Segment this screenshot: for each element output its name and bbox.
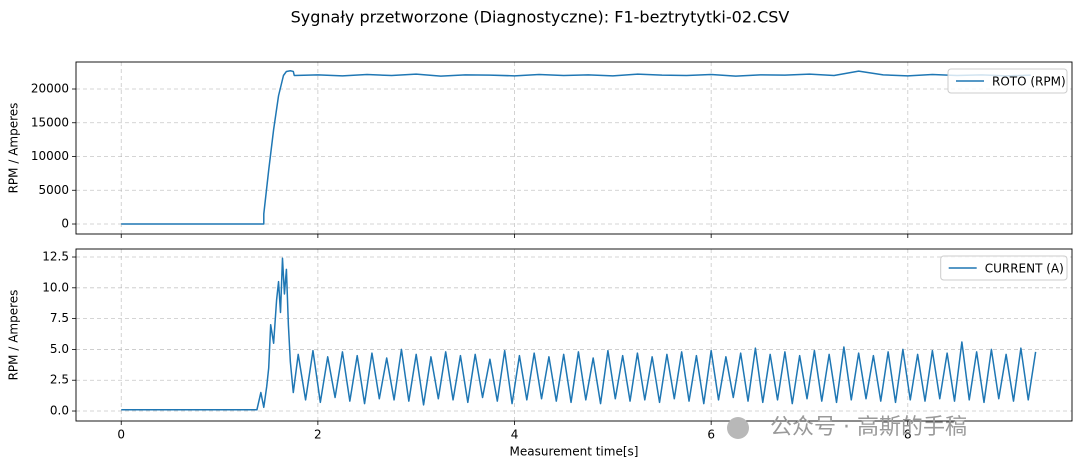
axes-frame: [75, 61, 1073, 235]
y-tick-label: 0.0: [50, 404, 69, 418]
figure-title: Sygnały przetworzone (Diagnostyczne): F1…: [291, 8, 790, 27]
x-tick-label: 2: [314, 428, 322, 442]
y-tick-label: 10.0: [42, 280, 69, 294]
y-tick-label: 12.5: [42, 250, 69, 264]
y-tick-label: 20000: [31, 82, 69, 96]
y-tick-label: 2.5: [50, 373, 69, 387]
legend-label: CURRENT (A): [985, 262, 1064, 276]
x-tick-label: 0: [117, 428, 125, 442]
legend-box: [947, 68, 1068, 94]
y-tick-label: 7.5: [50, 311, 69, 325]
x-tick-label: 6: [707, 428, 715, 442]
axes-frame: [75, 248, 1073, 422]
data-line: [121, 70, 1031, 225]
watermark-icon: [727, 417, 749, 439]
y-tick-label: 10000: [31, 149, 69, 163]
y-axis-label: RPM / Amperes: [7, 103, 21, 194]
y-tick-label: 5.0: [50, 342, 69, 356]
y-tick-label: 0: [61, 217, 69, 231]
watermark: 公众号 · 高斯的手稿: [770, 415, 967, 440]
plots: 0 5000 10000 15000 20000 ROTO (RPM) RPM / Ampe…: [7, 61, 1073, 459]
legend-box: [940, 255, 1068, 281]
x-axis-label: Measurement time[s]: [510, 445, 639, 459]
y-tick-label: 15000: [31, 115, 69, 129]
legend-label: ROTO (RPM): [992, 75, 1066, 89]
x-tick-label: 8: [904, 428, 912, 442]
y-axis-label: RPM / Amperes: [7, 290, 21, 381]
data-line: [121, 257, 1037, 411]
x-tick-label: 4: [511, 428, 519, 442]
y-tick-label: 5000: [38, 183, 69, 197]
